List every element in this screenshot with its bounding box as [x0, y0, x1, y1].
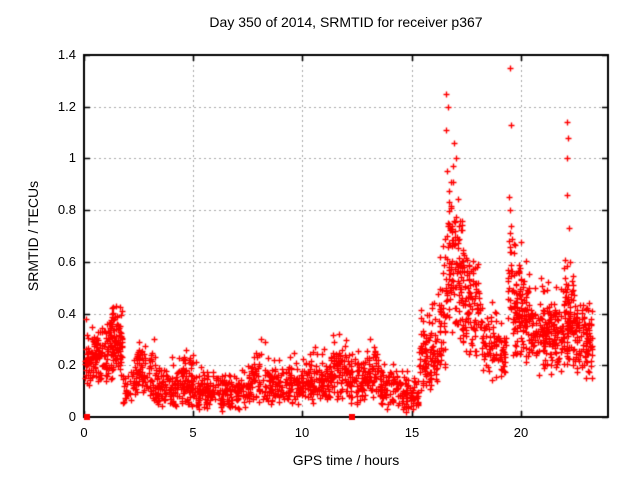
y-tick-label: 0: [68, 409, 76, 424]
x-tick-label: 15: [404, 425, 420, 440]
x-tick-label: 20: [513, 425, 529, 440]
y-tick-label: 0.6: [57, 254, 76, 269]
x-tick-label: 10: [294, 425, 310, 440]
y-tick-label: 0.2: [57, 357, 76, 372]
x-tick-label: 0: [80, 425, 88, 440]
y-tick-label: 0.4: [57, 306, 76, 321]
x-tick-label: 5: [189, 425, 197, 440]
y-tick-label: 0.8: [57, 202, 76, 217]
y-tick-label: 1: [68, 150, 76, 165]
chart-title: Day 350 of 2014, SRMTID for receiver p36…: [209, 14, 483, 30]
y-tick-label: 1.2: [57, 99, 76, 114]
x-axis-label: GPS time / hours: [292, 452, 400, 468]
y-axis-label: SRMTID / TECUs: [25, 180, 41, 292]
y-tick-label: 1.4: [57, 47, 76, 62]
